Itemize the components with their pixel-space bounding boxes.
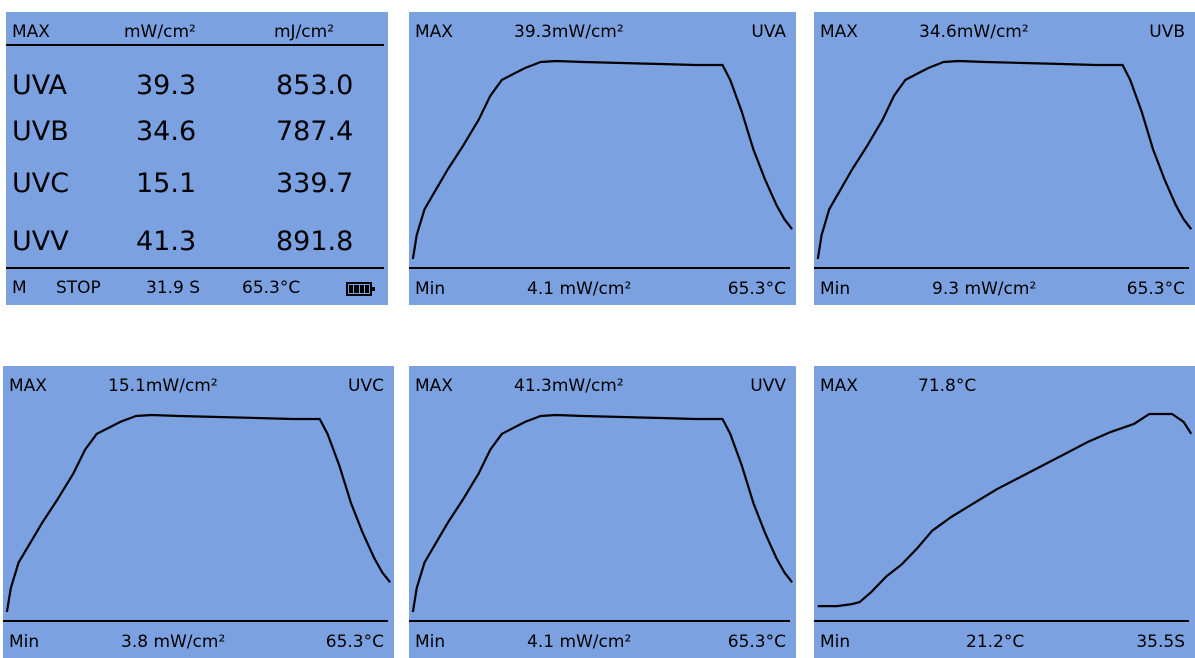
graph-footer-divider	[409, 620, 790, 622]
row-energy-value: 891.8	[276, 226, 354, 257]
graph-trace	[816, 59, 1193, 260]
graph-band-label: UVB	[1149, 22, 1185, 42]
table-footer-divider	[6, 267, 384, 269]
graph-max-value: 34.6mW/cm²	[919, 22, 1029, 42]
row-band-label: UVC	[12, 168, 70, 199]
graph-max-label: MAX	[415, 22, 453, 42]
readings-table-panel: MAX mW/cm² mJ/cm² UVA 39.3 853.0 UVB 34.…	[6, 12, 388, 305]
table-header-divider	[6, 44, 384, 46]
graph-max-label: MAX	[415, 376, 453, 396]
graph-max-value: 71.8°C	[918, 376, 977, 396]
graph-footer-right: 35.5S	[1136, 632, 1185, 652]
uvc-graph-panel: MAX 15.1mW/cm² UVC Min 3.8 mW/cm² 65.3°C	[3, 366, 394, 658]
graph-min-label: Min	[9, 632, 40, 652]
row-power-value: 39.3	[136, 70, 197, 101]
graph-trace-line	[411, 413, 793, 613]
table-power-unit-header: mW/cm²	[124, 22, 196, 42]
row-energy-value: 787.4	[276, 116, 354, 147]
graph-max-value: 15.1mW/cm²	[108, 376, 218, 396]
row-energy-value: 853.0	[276, 70, 354, 101]
graph-footer-right: 65.3°C	[325, 632, 384, 652]
graph-max-value: 39.3mW/cm²	[514, 22, 624, 42]
battery-full-icon	[346, 282, 375, 296]
graph-footer-divider	[3, 620, 388, 622]
table-energy-unit-header: mJ/cm²	[274, 22, 335, 42]
row-power-value: 41.3	[136, 226, 197, 257]
graph-trace-line	[816, 59, 1193, 260]
graph-footer-divider	[814, 620, 1189, 622]
graph-trace	[411, 59, 793, 260]
uva-graph-panel: MAX 39.3mW/cm² UVA Min 4.1 mW/cm² 65.3°C	[409, 12, 796, 305]
graph-min-label: Min	[415, 279, 446, 299]
graph-min-value: 9.3 mW/cm²	[932, 279, 1037, 299]
graph-trace-line	[5, 413, 391, 613]
graph-trace-line	[817, 412, 1193, 608]
temperature-graph-panel: MAX 71.8°C Min 21.2°C 35.5S	[814, 366, 1195, 658]
graph-footer-divider	[409, 267, 790, 269]
row-band-label: UVV	[12, 226, 69, 257]
graph-footer-right: 65.3°C	[727, 279, 786, 299]
footer-temperature: 65.3°C	[242, 278, 301, 298]
footer-mode: M	[12, 278, 27, 298]
graph-min-value: 4.1 mW/cm²	[527, 632, 632, 652]
uvv-graph-panel: MAX 41.3mW/cm² UVV Min 4.1 mW/cm² 65.3°C	[409, 366, 796, 658]
row-band-label: UVB	[12, 116, 69, 147]
footer-state: STOP	[56, 278, 101, 298]
graph-min-label: Min	[820, 632, 851, 652]
graph-min-label: Min	[820, 279, 851, 299]
row-energy-value: 339.7	[276, 168, 354, 199]
row-band-label: UVA	[12, 70, 67, 101]
table-max-label: MAX	[12, 22, 50, 42]
graph-band-label: UVC	[348, 376, 384, 396]
uvb-graph-panel: MAX 34.6mW/cm² UVB Min 9.3 mW/cm² 65.3°C	[814, 12, 1195, 305]
graph-max-value: 41.3mW/cm²	[514, 376, 624, 396]
graph-trace	[5, 413, 391, 613]
graph-band-label: UVV	[750, 376, 786, 396]
graph-footer-right: 65.3°C	[1126, 279, 1185, 299]
graph-band-label: UVA	[751, 22, 786, 42]
graph-max-label: MAX	[9, 376, 47, 396]
graph-trace	[411, 413, 793, 613]
graph-trace-line	[411, 59, 793, 260]
graph-footer-divider	[814, 267, 1189, 269]
graph-min-value: 4.1 mW/cm²	[527, 279, 632, 299]
graph-footer-right: 65.3°C	[727, 632, 786, 652]
graph-min-label: Min	[415, 632, 446, 652]
row-power-value: 15.1	[136, 168, 197, 199]
graph-max-label: MAX	[820, 22, 858, 42]
graph-min-value: 21.2°C	[966, 632, 1025, 652]
footer-elapsed-time: 31.9 S	[146, 278, 201, 298]
row-power-value: 34.6	[136, 116, 197, 147]
graph-trace	[817, 412, 1193, 608]
graph-max-label: MAX	[820, 376, 858, 396]
graph-min-value: 3.8 mW/cm²	[121, 632, 226, 652]
